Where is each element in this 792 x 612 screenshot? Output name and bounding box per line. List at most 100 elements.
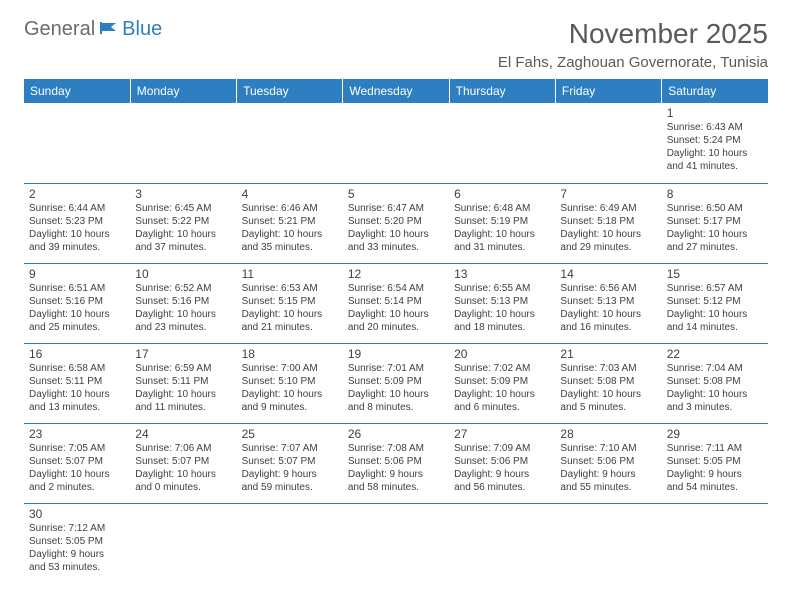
calendar-table: SundayMondayTuesdayWednesdayThursdayFrid…: [24, 79, 768, 583]
info-line: and 16 minutes.: [560, 321, 656, 334]
info-line: and 37 minutes.: [135, 241, 231, 254]
info-line: Sunset: 5:05 PM: [667, 455, 763, 468]
info-line: Sunset: 5:06 PM: [454, 455, 550, 468]
info-line: Sunrise: 7:05 AM: [29, 442, 125, 455]
info-line: Sunrise: 7:01 AM: [348, 362, 444, 375]
info-line: and 9 minutes.: [242, 401, 338, 414]
info-line: Sunset: 5:12 PM: [667, 295, 763, 308]
info-line: Sunrise: 7:07 AM: [242, 442, 338, 455]
info-line: Sunrise: 6:51 AM: [29, 282, 125, 295]
info-line: Sunrise: 6:58 AM: [29, 362, 125, 375]
calendar-day: 20Sunrise: 7:02 AMSunset: 5:09 PMDayligh…: [449, 343, 555, 423]
day-number: 13: [454, 267, 550, 281]
info-line: and 5 minutes.: [560, 401, 656, 414]
day-info: Sunrise: 6:44 AMSunset: 5:23 PMDaylight:…: [29, 202, 125, 254]
day-info: Sunrise: 7:05 AMSunset: 5:07 PMDaylight:…: [29, 442, 125, 494]
logo-text-general: General: [24, 18, 95, 41]
day-info: Sunrise: 6:56 AMSunset: 5:13 PMDaylight:…: [560, 282, 656, 334]
day-info: Sunrise: 7:04 AMSunset: 5:08 PMDaylight:…: [667, 362, 763, 414]
calendar-day: 12Sunrise: 6:54 AMSunset: 5:14 PMDayligh…: [343, 263, 449, 343]
calendar-empty: [343, 503, 449, 583]
day-header: Thursday: [449, 79, 555, 103]
info-line: Sunset: 5:06 PM: [348, 455, 444, 468]
info-line: Daylight: 10 hours: [454, 388, 550, 401]
info-line: Sunrise: 7:04 AM: [667, 362, 763, 375]
info-line: and 6 minutes.: [454, 401, 550, 414]
info-line: Sunrise: 7:00 AM: [242, 362, 338, 375]
calendar-empty: [130, 103, 236, 183]
calendar-week: 23Sunrise: 7:05 AMSunset: 5:07 PMDayligh…: [24, 423, 768, 503]
day-header: Tuesday: [237, 79, 343, 103]
calendar-empty: [555, 103, 661, 183]
info-line: Sunrise: 7:09 AM: [454, 442, 550, 455]
info-line: Daylight: 10 hours: [29, 228, 125, 241]
calendar-week: 1Sunrise: 6:43 AMSunset: 5:24 PMDaylight…: [24, 103, 768, 183]
day-info: Sunrise: 6:46 AMSunset: 5:21 PMDaylight:…: [242, 202, 338, 254]
day-info: Sunrise: 6:54 AMSunset: 5:14 PMDaylight:…: [348, 282, 444, 334]
info-line: Daylight: 9 hours: [560, 468, 656, 481]
info-line: Daylight: 10 hours: [29, 388, 125, 401]
info-line: Sunset: 5:09 PM: [348, 375, 444, 388]
calendar-week: 30Sunrise: 7:12 AMSunset: 5:05 PMDayligh…: [24, 503, 768, 583]
calendar-day: 17Sunrise: 6:59 AMSunset: 5:11 PMDayligh…: [130, 343, 236, 423]
info-line: Sunrise: 7:06 AM: [135, 442, 231, 455]
calendar-day: 22Sunrise: 7:04 AMSunset: 5:08 PMDayligh…: [662, 343, 768, 423]
calendar-day: 2Sunrise: 6:44 AMSunset: 5:23 PMDaylight…: [24, 183, 130, 263]
info-line: Sunset: 5:05 PM: [29, 535, 125, 548]
day-info: Sunrise: 6:45 AMSunset: 5:22 PMDaylight:…: [135, 202, 231, 254]
info-line: Sunset: 5:24 PM: [667, 134, 763, 147]
info-line: Sunrise: 6:46 AM: [242, 202, 338, 215]
calendar-empty: [237, 103, 343, 183]
info-line: Daylight: 9 hours: [348, 468, 444, 481]
calendar-empty: [449, 503, 555, 583]
info-line: Sunrise: 6:50 AM: [667, 202, 763, 215]
calendar-day: 14Sunrise: 6:56 AMSunset: 5:13 PMDayligh…: [555, 263, 661, 343]
day-number: 1: [667, 106, 763, 120]
calendar-day: 19Sunrise: 7:01 AMSunset: 5:09 PMDayligh…: [343, 343, 449, 423]
day-info: Sunrise: 6:48 AMSunset: 5:19 PMDaylight:…: [454, 202, 550, 254]
info-line: Daylight: 10 hours: [454, 308, 550, 321]
info-line: and 31 minutes.: [454, 241, 550, 254]
calendar-week: 2Sunrise: 6:44 AMSunset: 5:23 PMDaylight…: [24, 183, 768, 263]
info-line: Sunrise: 6:59 AM: [135, 362, 231, 375]
day-number: 22: [667, 347, 763, 361]
day-number: 12: [348, 267, 444, 281]
day-number: 11: [242, 267, 338, 281]
info-line: and 20 minutes.: [348, 321, 444, 334]
info-line: and 58 minutes.: [348, 481, 444, 494]
title-block: November 2025 El Fahs, Zaghouan Governor…: [498, 18, 768, 71]
info-line: and 33 minutes.: [348, 241, 444, 254]
info-line: Sunrise: 6:45 AM: [135, 202, 231, 215]
day-number: 24: [135, 427, 231, 441]
calendar-empty: [555, 503, 661, 583]
calendar-day: 8Sunrise: 6:50 AMSunset: 5:17 PMDaylight…: [662, 183, 768, 263]
info-line: Sunset: 5:11 PM: [29, 375, 125, 388]
info-line: Sunrise: 7:02 AM: [454, 362, 550, 375]
info-line: Sunset: 5:19 PM: [454, 215, 550, 228]
info-line: and 41 minutes.: [667, 160, 763, 173]
info-line: Sunset: 5:07 PM: [242, 455, 338, 468]
location: El Fahs, Zaghouan Governorate, Tunisia: [498, 54, 768, 71]
day-number: 25: [242, 427, 338, 441]
info-line: Daylight: 10 hours: [135, 308, 231, 321]
calendar-day: 15Sunrise: 6:57 AMSunset: 5:12 PMDayligh…: [662, 263, 768, 343]
calendar-header-row: SundayMondayTuesdayWednesdayThursdayFrid…: [24, 79, 768, 103]
info-line: Sunrise: 6:49 AM: [560, 202, 656, 215]
info-line: Daylight: 10 hours: [29, 468, 125, 481]
info-line: and 13 minutes.: [29, 401, 125, 414]
day-info: Sunrise: 7:02 AMSunset: 5:09 PMDaylight:…: [454, 362, 550, 414]
calendar-page: GeneralBlue November 2025 El Fahs, Zagho…: [0, 0, 792, 601]
info-line: Daylight: 10 hours: [135, 388, 231, 401]
day-info: Sunrise: 7:07 AMSunset: 5:07 PMDaylight:…: [242, 442, 338, 494]
info-line: Daylight: 10 hours: [348, 388, 444, 401]
info-line: and 59 minutes.: [242, 481, 338, 494]
info-line: Sunset: 5:09 PM: [454, 375, 550, 388]
calendar-day: 11Sunrise: 6:53 AMSunset: 5:15 PMDayligh…: [237, 263, 343, 343]
info-line: Sunset: 5:10 PM: [242, 375, 338, 388]
calendar-day: 21Sunrise: 7:03 AMSunset: 5:08 PMDayligh…: [555, 343, 661, 423]
day-header: Friday: [555, 79, 661, 103]
info-line: and 27 minutes.: [667, 241, 763, 254]
info-line: Sunrise: 6:47 AM: [348, 202, 444, 215]
day-info: Sunrise: 7:01 AMSunset: 5:09 PMDaylight:…: [348, 362, 444, 414]
day-number: 16: [29, 347, 125, 361]
